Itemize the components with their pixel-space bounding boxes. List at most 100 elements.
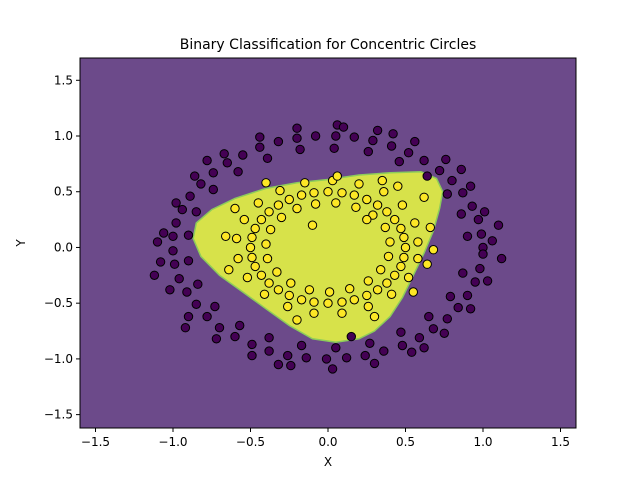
class-1-point: [231, 233, 242, 244]
class-0-point: [292, 133, 302, 143]
class-1-point: [396, 223, 406, 234]
class-1-point: [256, 214, 267, 225]
class-1-point: [265, 224, 276, 235]
class-1-point: [309, 188, 319, 198]
class-0-point: [462, 231, 473, 242]
class-0-point: [445, 291, 456, 302]
class-1-point: [273, 285, 284, 295]
class-1-point: [399, 232, 409, 243]
class-0-point: [238, 150, 248, 160]
class-0-point: [368, 135, 378, 146]
class-1-point: [396, 261, 406, 272]
class-1-point: [376, 265, 386, 275]
class-0-point: [496, 253, 507, 264]
class-1-point: [390, 270, 400, 280]
class-1-point: [276, 212, 287, 223]
class-0-point: [479, 207, 490, 217]
class-0-point: [155, 257, 166, 267]
class-1-point: [264, 278, 274, 288]
class-1-point: [239, 214, 250, 225]
class-1-point: [324, 287, 335, 297]
class-0-point: [394, 156, 404, 167]
class-0-point: [214, 323, 225, 333]
x-tick-label: 0.5: [396, 435, 415, 449]
class-1-point: [221, 231, 231, 242]
class-1-point: [425, 222, 435, 233]
class-0-point: [283, 350, 293, 361]
class-0-point: [396, 327, 406, 337]
class-1-point: [259, 289, 270, 299]
class-1-point: [284, 290, 294, 301]
class-1-point: [345, 284, 355, 294]
class-1-point: [382, 207, 392, 217]
class-0-point: [379, 346, 389, 356]
class-0-point: [447, 175, 457, 186]
class-1-point: [307, 220, 318, 230]
x-tick-label: −0.5: [236, 435, 265, 449]
class-0-point: [171, 218, 181, 228]
class-1-point: [372, 285, 383, 295]
class-0-point: [262, 153, 273, 164]
y-tick-label: 0.5: [54, 185, 73, 199]
class-1-point: [399, 252, 409, 263]
class-1-point: [250, 223, 260, 234]
class-0-point: [331, 131, 341, 141]
class-0-point: [338, 122, 349, 132]
class-0-point: [360, 350, 370, 361]
class-0-point: [255, 142, 265, 152]
class-0-point: [264, 346, 274, 356]
class-0-point: [428, 324, 439, 334]
class-0-point: [202, 155, 212, 166]
class-0-point: [397, 340, 408, 351]
class-0-point: [152, 237, 163, 247]
class-0-point: [321, 354, 332, 364]
class-0-point: [211, 334, 222, 344]
class-0-point: [169, 259, 180, 269]
y-tick-label: −1.5: [44, 408, 73, 422]
class-0-point: [470, 277, 480, 287]
x-tick-label: 1.5: [551, 435, 570, 449]
class-1-point: [283, 301, 293, 312]
class-0-point: [202, 311, 212, 322]
class-0-point: [456, 164, 466, 175]
class-1-point: [372, 200, 383, 210]
y-axis-label: Y: [14, 239, 28, 248]
class-1-point: [337, 297, 347, 307]
class-1-point: [247, 232, 257, 243]
class-0-point: [235, 320, 245, 331]
class-1-point: [419, 192, 429, 203]
class-0-point: [233, 167, 243, 177]
class-1-points: [221, 171, 439, 325]
class-0-point: [341, 353, 352, 363]
class-1-point: [397, 200, 408, 210]
class-0-point: [193, 279, 203, 289]
class-0-point: [273, 136, 284, 147]
class-1-point: [309, 297, 319, 307]
class-0-point: [286, 360, 296, 371]
class-1-point: [408, 287, 418, 297]
class-1-point: [296, 295, 307, 305]
class-0-point: [295, 144, 305, 155]
class-1-point: [403, 272, 414, 283]
x-axis-ticks: −1.5 −1.0 −0.5 0.0 0.5 1.0 1.5: [81, 428, 570, 449]
class-1-point: [422, 259, 432, 269]
class-0-point: [441, 154, 451, 165]
class-0-point: [177, 204, 188, 215]
class-1-point: [362, 214, 372, 225]
class-1-point: [261, 178, 271, 188]
class-0-point: [475, 263, 485, 274]
class-0-point: [247, 339, 257, 350]
class-1-point: [332, 171, 342, 181]
class-1-point: [250, 261, 260, 272]
class-0-point: [247, 350, 257, 361]
x-tick-label: −1.5: [81, 435, 110, 449]
class-1-point: [224, 265, 234, 275]
class-0-point: [476, 229, 487, 239]
class-0-point: [190, 171, 200, 181]
class-0-point: [458, 268, 468, 278]
class-1-point: [309, 308, 319, 318]
chart-title: Binary Classification for Concentric Cir…: [180, 37, 477, 53]
class-0-point: [346, 331, 356, 342]
class-0-point: [171, 198, 181, 208]
class-0-point: [482, 276, 493, 286]
